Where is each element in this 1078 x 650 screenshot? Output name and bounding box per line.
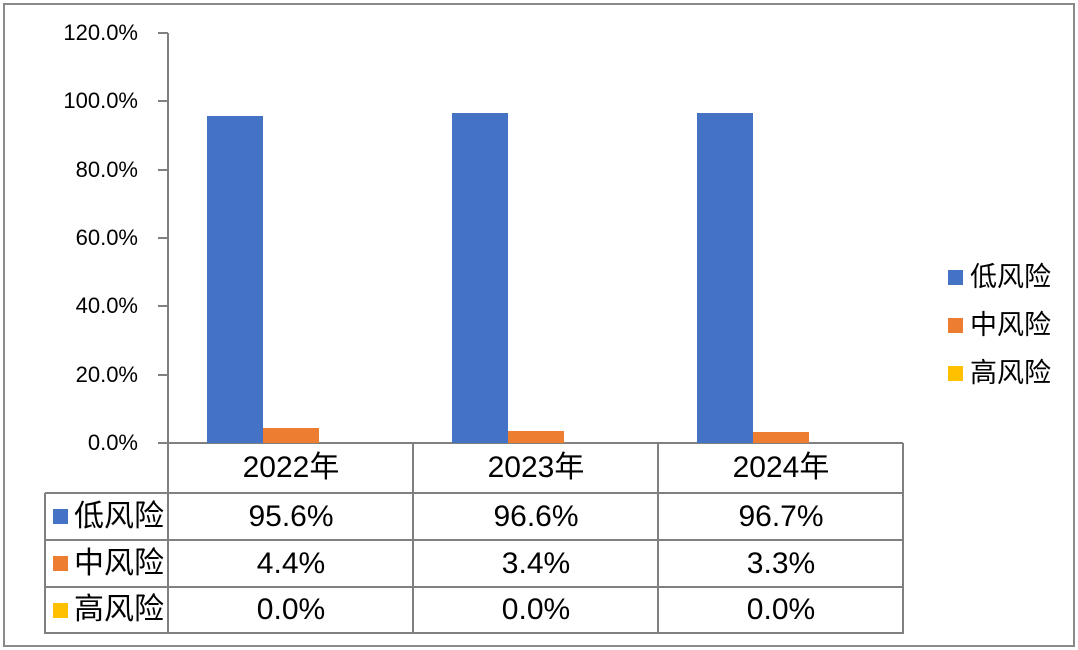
legend-label: 低风险 xyxy=(970,262,1051,292)
table-row-label: 低风险 xyxy=(74,500,164,533)
table-grid-line xyxy=(45,539,903,541)
y-axis-tick-label: 80.0% xyxy=(75,157,138,182)
bar-series-0-category-1 xyxy=(452,113,508,443)
y-axis-tick-mark xyxy=(158,305,168,307)
table-value-cell: 0.0% xyxy=(501,593,571,626)
y-axis-tick-mark xyxy=(158,32,168,34)
table-grid-line xyxy=(44,493,46,634)
table-grid-line xyxy=(45,586,903,588)
table-grid-line xyxy=(902,443,904,634)
bar-series-1-category-0 xyxy=(263,428,319,443)
table-header-cell: 2024年 xyxy=(732,451,830,484)
table-value-cell: 3.3% xyxy=(746,547,816,580)
table-value-cell: 96.7% xyxy=(738,500,824,533)
table-row-swatch xyxy=(53,603,68,618)
y-axis-tick-label: 20.0% xyxy=(75,362,138,387)
y-axis-tick-label: 0.0% xyxy=(87,430,138,455)
y-axis-line xyxy=(167,33,169,634)
bar-series-1-category-1 xyxy=(508,431,564,443)
table-value-cell: 0.0% xyxy=(256,593,326,626)
table-grid-line xyxy=(412,443,414,634)
table-value-cell: 96.6% xyxy=(493,500,579,533)
legend-label: 高风险 xyxy=(970,358,1051,388)
legend-swatch xyxy=(948,270,963,285)
table-value-cell: 3.4% xyxy=(501,547,571,580)
table-grid-line xyxy=(45,632,903,634)
y-axis-tick-mark xyxy=(158,169,168,171)
bar-series-0-category-0 xyxy=(207,116,263,443)
legend-swatch xyxy=(948,318,963,333)
y-axis-tick-label: 120.0% xyxy=(63,20,138,45)
y-axis-tick-mark xyxy=(158,374,168,376)
legend-label: 中风险 xyxy=(970,310,1051,340)
legend-swatch xyxy=(948,366,963,381)
y-axis-tick-mark xyxy=(158,237,168,239)
bar-series-0-category-2 xyxy=(697,113,753,443)
x-axis-line xyxy=(168,442,903,444)
table-row-label: 中风险 xyxy=(74,547,164,580)
table-grid-line xyxy=(657,443,659,634)
y-axis-tick-mark xyxy=(158,100,168,102)
y-axis-tick-label: 40.0% xyxy=(75,293,138,318)
table-value-cell: 4.4% xyxy=(256,547,326,580)
table-header-cell: 2022年 xyxy=(242,451,340,484)
table-row-swatch xyxy=(53,509,68,524)
y-axis-tick-mark xyxy=(158,442,168,444)
table-grid-line xyxy=(45,492,903,494)
table-value-cell: 0.0% xyxy=(746,593,816,626)
table-header-cell: 2023年 xyxy=(487,451,585,484)
bar-series-1-category-2 xyxy=(753,432,809,443)
y-axis-tick-label: 100.0% xyxy=(63,88,138,113)
y-axis-tick-label: 60.0% xyxy=(75,225,138,250)
table-value-cell: 95.6% xyxy=(248,500,334,533)
table-row-label: 高风险 xyxy=(74,593,164,626)
table-row-swatch xyxy=(53,556,68,571)
